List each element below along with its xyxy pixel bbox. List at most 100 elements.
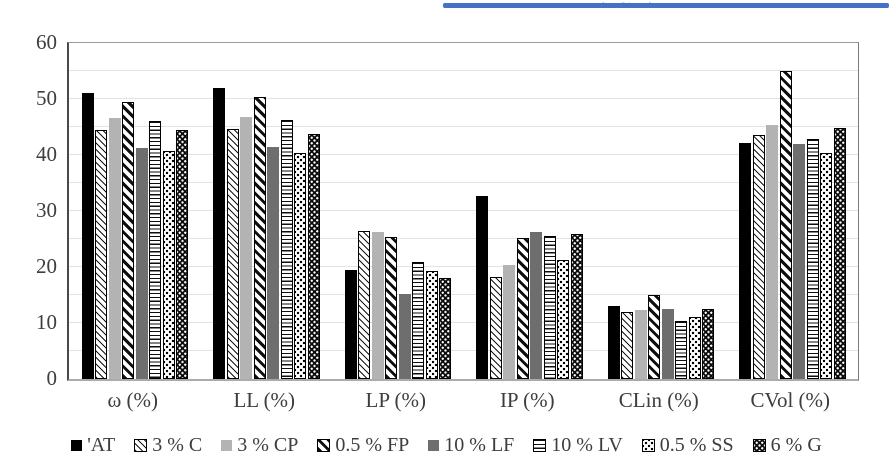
bar: [752, 134, 765, 379]
legend-item: 0.5 % FP: [317, 434, 409, 457]
bar: [344, 269, 357, 379]
y-tick-label: 30: [36, 198, 57, 222]
legend-item: 3 % C: [134, 434, 202, 457]
bar: [489, 277, 502, 379]
bar: [425, 270, 438, 379]
gridline: [69, 294, 858, 295]
bar: [739, 142, 751, 379]
bar: [793, 144, 805, 379]
bar: [820, 153, 832, 379]
bar: [476, 195, 488, 379]
clipped-caption-text: , ( % ): [580, 0, 800, 3]
gridline: [69, 322, 858, 323]
bar-group: [344, 230, 451, 379]
gridline: [69, 210, 858, 211]
gridline: [69, 98, 858, 99]
legend-swatch-icon: [428, 440, 440, 451]
bar: [176, 129, 188, 379]
x-axis-label: LP (%): [365, 388, 426, 412]
legend-swatch-icon: [134, 439, 148, 452]
plot-area: [67, 42, 859, 381]
y-tick-label: 10: [36, 310, 57, 334]
legend-swatch-icon: [221, 440, 233, 451]
gridline: [69, 350, 858, 351]
legend-label: 0.5 % FP: [335, 434, 410, 456]
bar: [294, 152, 306, 379]
bar: [621, 311, 633, 379]
legend-label: 10 % LF: [444, 434, 515, 456]
bar: [543, 235, 556, 379]
legend-item: 10 % LV: [533, 434, 623, 457]
legend-swatch-icon: [752, 439, 766, 452]
legend-label: 10 % LV: [551, 434, 623, 456]
gridline: [69, 126, 858, 127]
bar: [806, 138, 819, 379]
bar: [439, 277, 451, 379]
bar: [398, 294, 411, 379]
bar-group: [607, 295, 714, 379]
x-axis-label: LL (%): [233, 388, 296, 412]
bar: [81, 93, 94, 379]
bar: [213, 87, 225, 379]
bar-group: [81, 93, 188, 379]
gridline: [69, 182, 858, 183]
gridline: [69, 238, 858, 239]
legend-label: 3 % CP: [237, 434, 299, 456]
bar: [503, 264, 515, 379]
x-axis-label: CVol (%): [750, 388, 831, 412]
bar: [570, 233, 583, 379]
bar: [648, 295, 660, 379]
y-tick-label: 20: [36, 254, 57, 278]
bar: [149, 120, 161, 379]
legend-label: 0.5 % SS: [659, 434, 734, 456]
legend-label: 3 % C: [152, 434, 203, 456]
bar: [267, 146, 279, 379]
bar: [358, 230, 370, 379]
bar: [226, 129, 239, 379]
bar: [766, 124, 778, 379]
x-axis-label: CLin (%): [618, 388, 699, 412]
bar: [779, 71, 792, 379]
bar: [307, 134, 320, 379]
bar: [108, 118, 121, 379]
bar: [280, 120, 293, 379]
bar: [661, 309, 674, 379]
bar-group: [213, 87, 320, 379]
bar: [412, 261, 424, 379]
legend-swatch-icon: [71, 440, 83, 451]
x-axis-label: ω (%): [107, 388, 159, 412]
gridline: [69, 154, 858, 155]
bar: [702, 309, 714, 379]
bar: [530, 231, 542, 379]
bar: [253, 97, 266, 379]
y-tick-label: 60: [36, 30, 57, 54]
bar: [634, 310, 647, 379]
bar: [557, 260, 569, 379]
legend-label: 6 % G: [770, 434, 822, 456]
bar-group: [739, 71, 846, 379]
bar: [371, 231, 384, 379]
bar: [516, 237, 529, 379]
gridline: [69, 70, 858, 71]
y-tick-label: 50: [36, 86, 57, 110]
legend-item: 10 % LF: [428, 434, 514, 457]
caption-link-underline[interactable]: [443, 3, 889, 8]
bar: [607, 306, 620, 379]
legend-swatch-icon: [641, 439, 655, 452]
legend-label: 'AT: [87, 434, 116, 456]
bar-group: [476, 195, 583, 379]
legend: 'AT 3 % C 3 % CP 0.5 % FP 10 % LF 10 % LV 0.5 …: [0, 434, 893, 457]
legend-swatch-icon: [533, 439, 547, 452]
bar: [122, 102, 134, 379]
legend-item: 6 % G: [752, 434, 822, 457]
legend-item: 3 % CP: [221, 434, 298, 457]
x-axis-label: IP (%): [499, 388, 555, 412]
y-tick-label: 40: [36, 142, 57, 166]
bar: [833, 128, 846, 379]
legend-swatch-icon: [317, 439, 331, 452]
bar: [385, 236, 397, 379]
bar: [675, 321, 687, 379]
legend-item: 0.5 % SS: [641, 434, 734, 457]
y-tick-label: 0: [46, 366, 58, 390]
bar: [95, 130, 107, 379]
